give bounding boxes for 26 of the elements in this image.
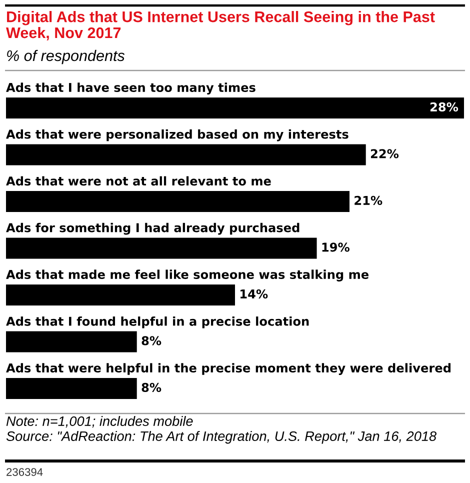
chart-title: Digital Ads that US Internet Users Recall Seeing in the Past Week, Nov 2017 xyxy=(6,11,435,40)
bar xyxy=(6,144,366,166)
y-tick-label: Ads that I found helpful in a precise location xyxy=(6,316,309,328)
data-label: 8% xyxy=(142,336,162,346)
data-label: 8% xyxy=(142,382,162,392)
text: Note: n=1,001; includes mobile xyxy=(6,416,193,428)
data-label: 21% xyxy=(354,196,382,206)
bar xyxy=(6,191,350,212)
data-label: 28% xyxy=(430,102,458,112)
data-label: 22% xyxy=(370,149,399,158)
y-tick-label: Ads that made me feel like someone was stalking me xyxy=(6,270,369,282)
text: 236394 xyxy=(6,468,43,476)
bar xyxy=(6,331,137,352)
bar xyxy=(6,284,235,306)
y-tick-label: Ads that were personalized based on my interests xyxy=(6,129,348,142)
y-tick-label: Ads that I have seen too many times xyxy=(6,82,256,94)
y-tick-label: Ads for something I had already purchased xyxy=(6,222,300,235)
data-label: 19% xyxy=(322,242,350,252)
data-label: 14% xyxy=(240,289,268,299)
chart-subtitle: % of respondents xyxy=(7,50,125,64)
source-note: Source: "AdReaction: The Art of Integration, U.S. Report," Jan 16, 2018 xyxy=(6,431,436,444)
bar xyxy=(6,378,137,399)
y-tick-label: Ads that were helpful in the precise moment they were delivered xyxy=(6,363,450,375)
bar xyxy=(6,238,317,259)
bar xyxy=(6,98,464,118)
y-tick-label: Ads that were not at all relevant to me xyxy=(6,176,271,186)
